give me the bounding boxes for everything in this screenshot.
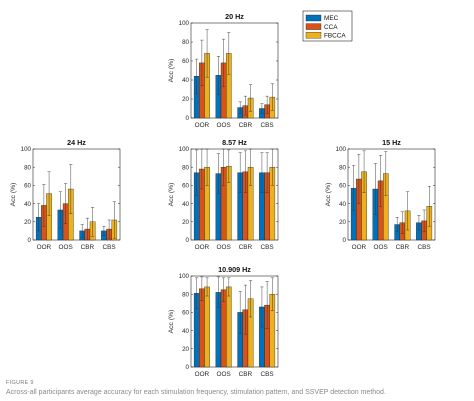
chart-panel: 0 20 40 60 80 100 15 Hz Acc (%) OOR OOS CBR CBS bbox=[325, 138, 436, 251]
x-tick-label: CBS bbox=[418, 244, 431, 251]
panel-title: 8.57 Hz bbox=[222, 138, 247, 147]
x-tick-label: OOS bbox=[217, 122, 231, 129]
x-tick-label: OOS bbox=[59, 244, 73, 251]
y-tick-label: 40 bbox=[339, 201, 346, 208]
x-tick-label: CBR bbox=[239, 122, 253, 129]
legend-label: CCA bbox=[324, 24, 338, 31]
chart-panel: 0 20 40 60 80 100 10.909 Hz Acc (%) OOR OOS CBR CBS bbox=[168, 265, 279, 378]
x-tick-label: CBR bbox=[239, 244, 253, 251]
chart-panel: 0 20 40 60 80 100 8.57 Hz Acc (%) OOR OOS CBR CBS bbox=[168, 138, 279, 251]
x-tick-label: CBS bbox=[103, 244, 116, 251]
y-tick-label: 20 bbox=[182, 96, 189, 103]
x-tick-label: CBS bbox=[261, 371, 274, 378]
x-tick-label: CBS bbox=[261, 244, 274, 251]
y-axis-label: Acc (%) bbox=[168, 183, 175, 207]
chart-panel: 0 20 40 60 80 100 24 Hz Acc (%) OOR OOS CBR CBS bbox=[10, 138, 121, 251]
y-tick-label: 0 bbox=[186, 364, 190, 371]
bar bbox=[204, 286, 210, 368]
y-tick-label: 80 bbox=[182, 291, 189, 298]
y-tick-label: 80 bbox=[339, 164, 346, 171]
x-tick-label: OOR bbox=[195, 122, 210, 129]
x-tick-label: OOS bbox=[374, 244, 388, 251]
y-tick-label: 20 bbox=[182, 219, 189, 226]
y-tick-label: 20 bbox=[182, 346, 189, 353]
bar bbox=[226, 286, 232, 368]
x-tick-label: OOR bbox=[195, 371, 210, 378]
y-tick-label: 80 bbox=[24, 164, 31, 171]
y-tick-label: 60 bbox=[182, 183, 189, 190]
legend-swatch bbox=[305, 23, 322, 30]
y-tick-label: 40 bbox=[182, 328, 189, 335]
y-tick-label: 20 bbox=[24, 219, 31, 226]
y-axis-label: Acc (%) bbox=[168, 59, 175, 83]
y-tick-label: 0 bbox=[186, 115, 190, 122]
y-axis-label: Acc (%) bbox=[325, 183, 332, 207]
x-tick-label: OOS bbox=[217, 371, 231, 378]
panel-title: 20 Hz bbox=[225, 12, 244, 21]
y-tick-label: 60 bbox=[339, 183, 346, 190]
panel-title: 15 Hz bbox=[382, 138, 401, 147]
legend-label: MEC bbox=[324, 15, 339, 22]
x-tick-label: OOR bbox=[195, 244, 210, 251]
x-tick-label: OOR bbox=[352, 244, 367, 251]
y-tick-label: 100 bbox=[336, 146, 347, 153]
y-tick-label: 100 bbox=[179, 146, 190, 153]
y-axis-label: Acc (%) bbox=[10, 183, 17, 207]
figure-label: FIGURE 9 bbox=[6, 380, 34, 386]
y-tick-label: 0 bbox=[343, 237, 347, 244]
x-tick-label: OOS bbox=[217, 244, 231, 251]
y-tick-label: 40 bbox=[182, 77, 189, 84]
x-tick-label: CBR bbox=[81, 244, 95, 251]
legend-label: FBCCA bbox=[324, 32, 346, 39]
y-tick-label: 60 bbox=[182, 58, 189, 65]
y-tick-label: 0 bbox=[186, 237, 190, 244]
y-tick-label: 60 bbox=[24, 183, 31, 190]
legend-swatch bbox=[305, 14, 322, 22]
figure-caption: Across-all participants average accuracy… bbox=[6, 389, 386, 396]
y-axis-label: Acc (%) bbox=[168, 310, 175, 334]
legend-swatch bbox=[305, 32, 322, 39]
y-tick-label: 100 bbox=[21, 146, 32, 153]
y-tick-label: 40 bbox=[182, 201, 189, 208]
y-tick-label: 20 bbox=[339, 219, 346, 226]
y-tick-label: 0 bbox=[28, 237, 32, 244]
y-tick-label: 80 bbox=[182, 39, 189, 46]
x-tick-label: CBS bbox=[261, 122, 274, 129]
x-tick-label: OOR bbox=[37, 244, 52, 251]
panel-title: 10.909 Hz bbox=[218, 265, 251, 274]
y-tick-label: 100 bbox=[179, 20, 190, 27]
y-tick-label: 100 bbox=[179, 273, 190, 280]
panel-title: 24 Hz bbox=[67, 138, 86, 147]
y-tick-label: 40 bbox=[24, 201, 31, 208]
x-tick-label: CBR bbox=[239, 371, 253, 378]
y-tick-label: 60 bbox=[182, 310, 189, 317]
chart-panel: 0 20 40 60 80 100 20 Hz Acc (%) OOR OOS CBR CBS bbox=[168, 12, 279, 129]
y-tick-label: 80 bbox=[182, 164, 189, 171]
x-tick-label: CBR bbox=[396, 244, 410, 251]
